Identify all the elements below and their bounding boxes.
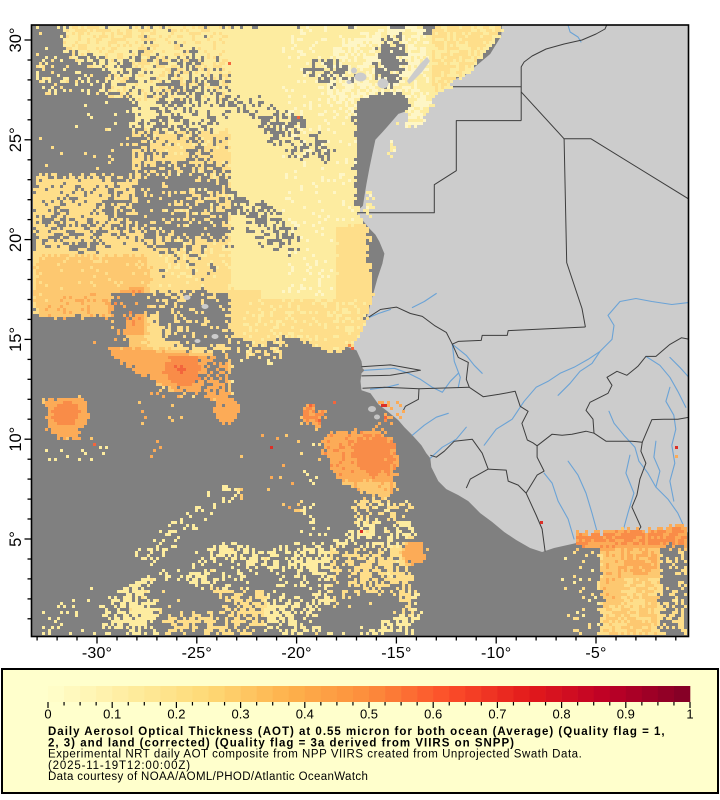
svg-text:20°: 20° [7, 227, 25, 252]
svg-text:0.5: 0.5 [360, 707, 378, 722]
svg-text:0.3: 0.3 [232, 707, 250, 722]
svg-text:0.1: 0.1 [103, 707, 121, 722]
svg-text:0.4: 0.4 [296, 707, 314, 722]
svg-text:-5°: -5° [585, 645, 606, 662]
svg-text:0.2: 0.2 [167, 707, 185, 722]
svg-text:2, 3) and land (corrected) (Qu: 2, 3) and land (corrected) (Quality flag… [48, 737, 515, 749]
svg-text:Daily Aerosol Optical Thicknes: Daily Aerosol Optical Thickness (AOT) at… [48, 726, 666, 738]
svg-text:-30°: -30° [82, 645, 112, 662]
svg-text:0.6: 0.6 [424, 707, 442, 722]
svg-text:-20°: -20° [281, 645, 311, 662]
svg-text:25°: 25° [7, 127, 25, 152]
svg-text:(2025-11-19T12:00:00Z): (2025-11-19T12:00:00Z) [48, 760, 191, 772]
svg-text:10°: 10° [7, 427, 25, 452]
svg-text:1: 1 [686, 707, 693, 722]
svg-text:30°: 30° [7, 28, 25, 53]
svg-text:0.8: 0.8 [553, 707, 571, 722]
svg-text:0.7: 0.7 [488, 707, 506, 722]
svg-text:15°: 15° [7, 327, 25, 352]
svg-text:-25°: -25° [182, 645, 212, 662]
svg-text:-15°: -15° [381, 645, 411, 662]
svg-text:5°: 5° [7, 531, 25, 547]
svg-text:-10°: -10° [481, 645, 511, 662]
svg-text:0.9: 0.9 [617, 707, 635, 722]
svg-text:Experimental NRT daily AOT com: Experimental NRT daily AOT composite fro… [48, 749, 582, 761]
svg-text:0: 0 [44, 707, 51, 722]
svg-text:Data courtesy of NOAA/AOML/PHO: Data courtesy of NOAA/AOML/PHOD/Atlantic… [48, 771, 368, 783]
